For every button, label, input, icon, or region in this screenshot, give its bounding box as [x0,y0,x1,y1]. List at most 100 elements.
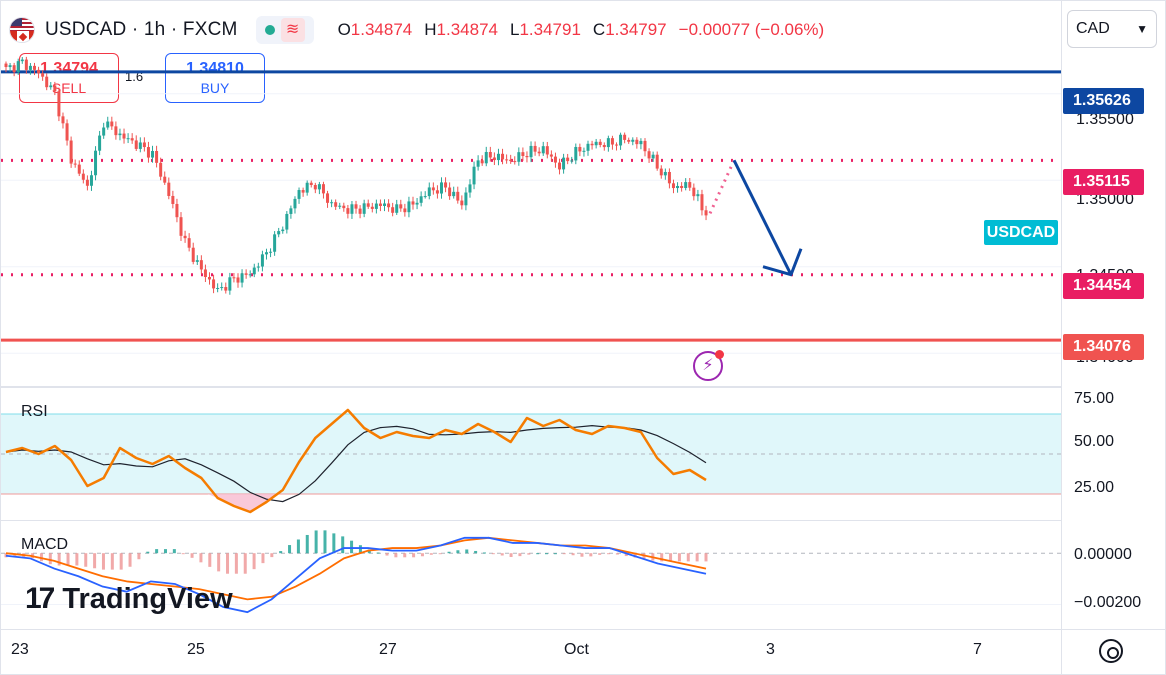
candle-body [403,208,407,213]
candle-body [195,260,199,262]
candle-body [696,194,700,197]
candle-body [89,175,93,186]
time-tick: 7 [973,641,982,658]
macd-histogram-bar [314,530,318,554]
macd-histogram-bar [13,553,17,558]
ohlc-readout: O1.34874 H1.34874 L1.34791 C1.34797 −0.0… [338,20,825,40]
candle-body [28,65,32,70]
candle-body [570,160,574,162]
candle-body [77,164,81,174]
macd-pane-divider[interactable] [1,520,1061,521]
candle-body [191,247,195,262]
macd-histogram-bar [562,553,566,555]
macd-histogram-bar [75,553,79,566]
level-badge-support-1[interactable]: 1.34454 [1063,273,1144,299]
candle-body [431,187,435,191]
macd-histogram-bar [234,553,238,574]
macd-histogram-bar [571,553,575,556]
rsi-pane-divider[interactable] [1,386,1061,388]
candle-body [667,171,671,184]
candle-body [558,162,562,170]
chart-settings-gear-icon[interactable] [1099,639,1123,663]
candle-body [460,200,464,206]
rsi-chart[interactable] [1,388,1061,520]
macd-histogram-bar [394,553,398,558]
macd-chart[interactable] [1,521,1061,629]
flash-news-icon[interactable]: ⚡ [693,350,724,381]
level-badge-support-2[interactable]: 1.34076 [1063,334,1144,360]
tradingview-mark-icon: 17 [25,582,55,615]
candle-body [659,168,663,176]
candle-body [256,266,260,268]
candle-body [269,251,273,253]
candle-body [354,204,358,209]
candle-body [395,204,399,213]
macd-histogram-bar [261,553,265,564]
candle-body [529,145,533,158]
candle-body [472,166,476,185]
candle-body [273,234,277,252]
candle-body [264,252,268,255]
macd-histogram-bar [137,553,141,560]
candle-body [496,153,500,161]
macd-histogram-bar [669,553,673,562]
market-status[interactable]: ≋ [255,16,314,44]
macd-line [5,536,707,614]
candle-body [138,142,142,149]
candle-body [61,116,65,124]
projection-arrow-shaft [732,159,793,276]
macd-histogram-bar [190,553,194,558]
candle-body [598,141,602,146]
macd-signal-line [5,536,707,601]
macd-histogram-bar [607,553,611,555]
candle-body [301,190,305,193]
macd-histogram-bar [93,553,97,569]
candle-body [383,203,387,206]
macd-histogram-bar [217,553,221,572]
candle-body [435,190,439,194]
candle-body [203,269,207,278]
macd-histogram-bar [500,553,504,556]
candle-body [317,184,321,190]
rsi-ma-line [5,424,707,503]
candle-body [244,273,248,275]
candle-body [488,151,492,158]
candle-body [391,207,395,213]
macd-title: MACD [21,536,69,553]
macd-histogram-bar [456,550,460,554]
candle-body [602,145,606,148]
candle-body [509,159,513,162]
macd-histogram-bar [580,553,584,557]
candle-body [163,176,167,183]
candle-body [553,156,557,163]
currency-select[interactable]: CAD ▼ [1067,10,1157,48]
symbol-title[interactable]: USDCAD · 1h · FXCM [45,19,238,40]
macd-histogram-bar [376,552,380,554]
macd-histogram-bar [704,553,708,562]
level-badge-resistance-2[interactable]: 1.35115 [1063,169,1144,195]
buy-button[interactable]: 1.34810 BUY [165,53,265,103]
candle-body [228,277,232,291]
level-badge-resistance-1[interactable]: 1.35626 [1063,88,1144,114]
macd-histogram-bar [482,552,486,554]
candle-body [159,162,163,177]
candle-body [378,203,382,206]
candle-body [187,238,191,248]
price-chart[interactable] [1,1,1061,386]
candle-body [411,201,415,205]
candle-body [175,203,179,218]
macd-histogram-bar [208,553,212,567]
candle-body [537,151,541,154]
candle-body [183,235,187,239]
candle-body [151,150,155,158]
candle-body [423,196,427,198]
candle-body [305,182,309,193]
macd-histogram-bar [119,553,123,570]
buy-label: BUY [200,80,230,96]
candle-body [155,150,159,163]
candle-body [297,190,301,199]
candle-body [439,182,443,194]
tradingview-logo[interactable]: 17 TradingView [25,579,233,619]
rsi-oversold-fill [207,494,277,512]
candle-body [505,159,509,161]
